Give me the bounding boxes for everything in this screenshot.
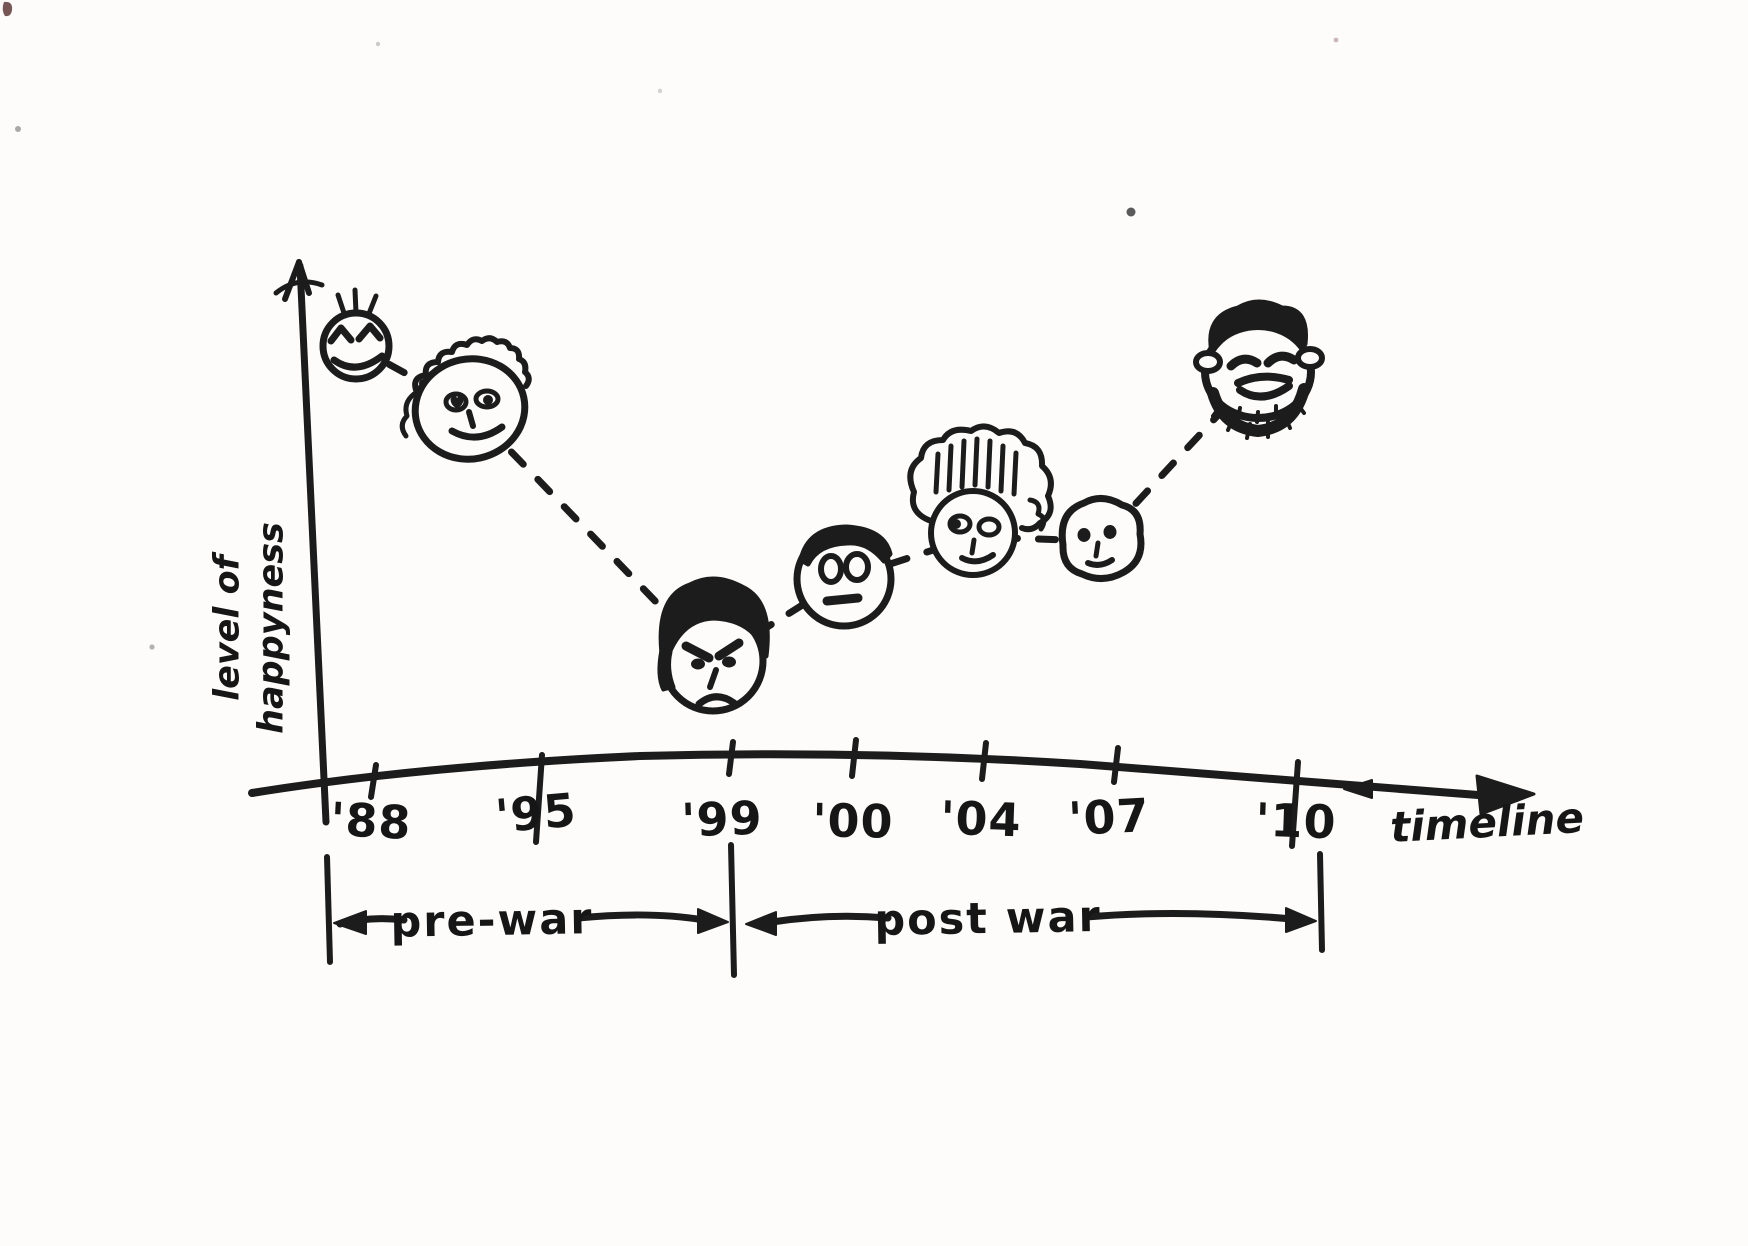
face-2004-slight-smile <box>907 423 1054 578</box>
nose <box>707 667 719 690</box>
left-happy-eye <box>327 324 355 345</box>
y-axis-title-line1: level of <box>207 555 248 701</box>
right-squint-eye <box>1263 351 1299 368</box>
face-outline <box>1058 495 1145 582</box>
pre-war-label: pre-war <box>390 894 594 948</box>
bonnet-hatching <box>933 436 1019 497</box>
pre-war-arrow-line-right <box>574 911 708 924</box>
right-eye <box>722 656 736 668</box>
right-blank-eye <box>843 551 871 583</box>
tick-10 <box>1289 759 1301 849</box>
tick-99 <box>726 739 736 777</box>
left-ear <box>1193 350 1223 374</box>
slight-smile-mouth <box>1085 557 1115 568</box>
faint-smile-mouth <box>959 552 996 565</box>
right-ear <box>1295 346 1325 370</box>
middle-bracket-bar <box>728 842 737 978</box>
curly-hair <box>412 335 532 393</box>
frown-mouth <box>695 693 738 708</box>
tick-label-10: '10 <box>1254 792 1338 850</box>
speck <box>657 88 663 94</box>
dark-curly-hair <box>1208 299 1309 355</box>
corner-ink-blot <box>2 1 13 17</box>
speck <box>1333 37 1339 43</box>
right-happy-eye <box>355 322 384 343</box>
right-eye <box>1103 525 1117 539</box>
ink-dot <box>1126 207 1136 217</box>
arrowhead-left <box>333 910 367 935</box>
face-1999-angry <box>657 576 770 715</box>
flat-dark-fringe <box>798 524 893 567</box>
y-axis <box>273 259 330 826</box>
face-2000-neutral <box>793 524 895 630</box>
speck <box>149 644 155 650</box>
tick-label-99: '99 <box>680 790 764 848</box>
speck <box>15 126 21 132</box>
y-axis-title-line2: happyness <box>251 522 291 734</box>
mustache <box>1234 372 1293 387</box>
smile-mouth <box>330 352 386 371</box>
left-eye <box>691 658 705 670</box>
face-1988-very-happy <box>319 287 393 383</box>
left-eye <box>1077 528 1091 542</box>
right-eye <box>976 516 1002 538</box>
face-2010-happy-bearded <box>1193 299 1325 440</box>
left-eye-pupil <box>450 396 464 409</box>
war-span-brackets <box>324 842 1325 978</box>
y-axis-title: level of happyness <box>206 522 294 734</box>
beard-scribble <box>1211 400 1306 440</box>
beard-arc <box>1207 383 1310 437</box>
right-angry-brow <box>714 638 744 661</box>
x-axis-title: timeline <box>1388 792 1586 853</box>
right-eye-pupil <box>483 395 493 405</box>
post-war-arrow-line-right <box>1082 909 1296 923</box>
straight-mouth <box>822 593 863 606</box>
tick-88 <box>368 762 379 800</box>
x-axis-line <box>248 750 1482 799</box>
dark-hair <box>658 576 770 671</box>
sideburn <box>657 648 676 692</box>
small-left-barb <box>1343 779 1373 799</box>
nose <box>1093 540 1101 559</box>
tick-label-95: '95 <box>493 782 579 844</box>
tick-label-07: '07 <box>1067 787 1151 847</box>
arrowhead-right <box>1285 907 1317 933</box>
big-smile-mouth <box>1236 382 1293 401</box>
speck <box>375 41 381 47</box>
y-axis-line <box>296 262 330 826</box>
nose <box>969 537 977 556</box>
tick-04 <box>979 740 989 782</box>
left-squint-eye <box>1226 354 1262 371</box>
face-1995-happy <box>399 335 532 463</box>
right-bracket-bar <box>1317 851 1325 953</box>
tick-label-04: '04 <box>939 790 1023 848</box>
side-curls <box>399 391 417 439</box>
post-war-arrow-line-left <box>768 912 892 926</box>
tick-95 <box>533 752 545 845</box>
tick-07 <box>1111 745 1121 785</box>
tick-00 <box>849 737 859 779</box>
tick-label-88: '88 <box>329 791 413 851</box>
post-war-label: post war <box>873 892 1103 946</box>
arrowhead-right <box>697 908 729 934</box>
smile-mouth <box>448 423 506 441</box>
left-angry-brow <box>681 641 714 663</box>
left-blank-eye <box>818 553 844 585</box>
side-curl <box>1027 497 1047 532</box>
tick-label-00: '00 <box>811 793 895 849</box>
x-axis <box>248 737 1536 849</box>
left-bracket-bar <box>324 854 333 965</box>
nose <box>466 409 476 429</box>
face-outline <box>411 355 529 463</box>
left-eye-pupil <box>951 519 961 529</box>
paper-specks <box>2 1 1339 650</box>
y-axis-arrow-flourish <box>273 279 325 296</box>
y-axis-arrowhead <box>296 259 312 296</box>
arrowhead-scribble <box>1493 796 1521 809</box>
face-2007-slight-smile <box>1058 495 1145 582</box>
spiky-hair <box>335 287 379 319</box>
y-axis-arrowhead <box>282 259 302 302</box>
